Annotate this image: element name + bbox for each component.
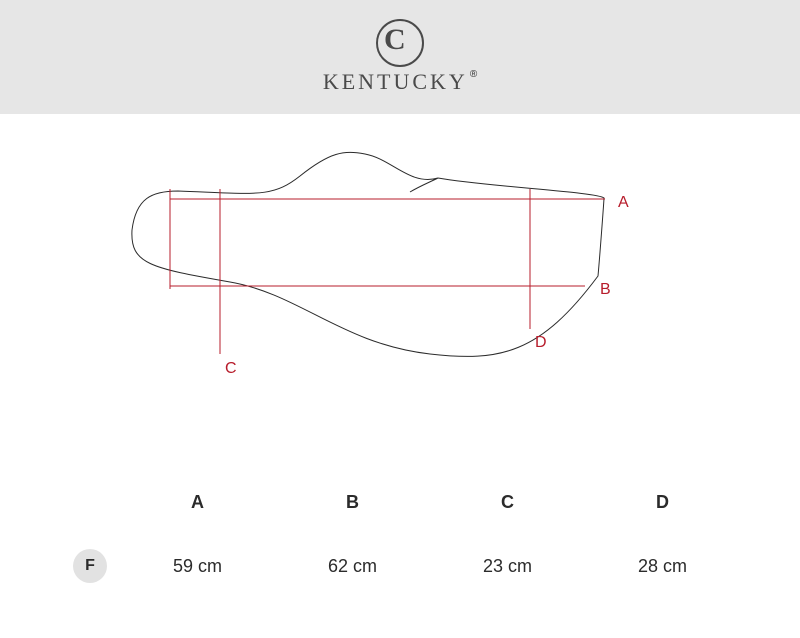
pad-outline [132, 152, 604, 356]
brand-name: KENTUCKY® [323, 69, 477, 95]
diagram-svg [0, 114, 800, 444]
table-header-c: C [430, 474, 585, 531]
table-row: F 59 cm62 cm23 cm28 cm [60, 531, 740, 601]
dim-label-c: C [225, 360, 237, 378]
brand-header: C KENTUCKY® [0, 0, 800, 114]
brand-logo: C [376, 19, 424, 67]
size-table: ABCD F 59 cm62 cm23 cm28 cm [0, 444, 800, 601]
table-header-d: D [585, 474, 740, 531]
dim-label-a: A [618, 194, 629, 212]
table-cell-c: 23 cm [430, 531, 585, 601]
brand-logo-c: C [384, 23, 406, 57]
table-cell-a: 59 cm [120, 531, 275, 601]
size-diagram: A B C D [0, 114, 800, 444]
table-cell-b: 62 cm [275, 531, 430, 601]
size-badge: F [73, 549, 107, 583]
registered-mark: ® [470, 69, 477, 80]
table-header-b: B [275, 474, 430, 531]
table-header-a: A [120, 474, 275, 531]
table-cell-d: 28 cm [585, 531, 740, 601]
dim-label-b: B [600, 281, 611, 299]
dim-label-d: D [535, 334, 547, 352]
table-header-blank [60, 474, 120, 531]
